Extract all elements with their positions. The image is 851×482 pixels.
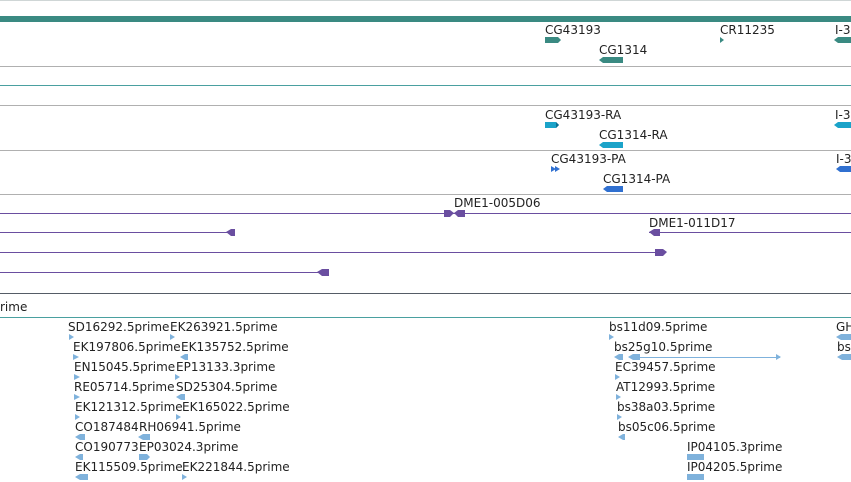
est-label[interactable]: EK263921.5prime xyxy=(170,320,278,334)
protein-label-i3[interactable]: I-3 xyxy=(836,152,851,166)
track-separator xyxy=(0,293,851,294)
protein-label-cg1314-pa[interactable]: CG1314-PA xyxy=(603,172,671,186)
track-separator xyxy=(0,105,851,106)
gene-glyphs[interactable] xyxy=(545,37,851,63)
gene-label-cg43193[interactable]: CG43193 xyxy=(545,23,601,37)
est-label[interactable]: SD16292.5prime xyxy=(68,320,170,334)
est-label[interactable]: EK135752.5prime xyxy=(181,340,289,354)
gene-track-bar[interactable] xyxy=(0,16,851,22)
est-label[interactable]: AT12993.5prime xyxy=(616,380,716,394)
est-label[interactable]: bs xyxy=(837,340,851,354)
track-separator xyxy=(0,150,851,151)
gene-label-cg1314[interactable]: CG1314 xyxy=(599,43,648,57)
bac-label-dme1-005d06[interactable]: DME1-005D06 xyxy=(454,196,541,210)
est-label[interactable]: RH06941.5prime xyxy=(139,420,241,434)
est-label[interactable]: IP04205.5prime xyxy=(687,460,783,474)
est-label[interactable]: bs05c06.5prime xyxy=(618,420,716,434)
est-label[interactable]: CO187484 xyxy=(75,420,139,434)
est-label[interactable]: RE05714.5prime xyxy=(74,380,175,394)
est-label[interactable]: bs38a03.5prime xyxy=(617,400,716,414)
transcript-label-i3[interactable]: I-3 xyxy=(835,108,851,122)
track-separator xyxy=(0,66,851,67)
est-label[interactable]: EK165022.5prime xyxy=(182,400,290,414)
transcript-glyphs[interactable] xyxy=(545,122,851,148)
est-glyphs[interactable] xyxy=(69,334,851,480)
track-separator xyxy=(0,85,851,86)
bac-label-dme1-011d17[interactable]: DME1-011D17 xyxy=(649,216,736,230)
top-border xyxy=(0,0,851,1)
est-label[interactable]: EP03024.3prime xyxy=(139,440,239,454)
est-label[interactable]: EK115509.5prime xyxy=(75,460,183,474)
est-label[interactable]: EN15045.5prime xyxy=(74,360,176,374)
est-label[interactable]: SD25304.5prime xyxy=(176,380,278,394)
protein-label-cg43193-pa[interactable]: CG43193-PA xyxy=(551,152,626,166)
transcript-label-cg43193-ra[interactable]: CG43193-RA xyxy=(545,108,622,122)
est-label[interactable]: EC39457.5prime xyxy=(615,360,716,374)
protein-glyphs[interactable] xyxy=(551,166,851,192)
est-label[interactable]: EP13133.3prime xyxy=(176,360,276,374)
gene-label-i3[interactable]: I-3 xyxy=(835,23,851,37)
est-label[interactable]: CO190773 xyxy=(75,440,139,454)
est-label[interactable]: bs25g10.5prime xyxy=(614,340,713,354)
bac-glyphs[interactable] xyxy=(0,210,851,276)
est-label[interactable]: EK197806.5prime xyxy=(73,340,181,354)
est-label[interactable]: bs11d09.5prime xyxy=(609,320,708,334)
est-label[interactable]: IP04105.3prime xyxy=(687,440,783,454)
gene-label-cr11235[interactable]: CR11235 xyxy=(720,23,775,37)
est-label[interactable]: EK121312.5prime xyxy=(75,400,183,414)
est-track-title: rime xyxy=(0,300,28,314)
track-separator xyxy=(0,317,851,318)
est-label[interactable]: GH xyxy=(836,320,851,334)
est-label[interactable]: EK221844.5prime xyxy=(182,460,290,474)
transcript-label-cg1314-ra[interactable]: CG1314-RA xyxy=(599,128,668,142)
track-separator xyxy=(0,194,851,195)
